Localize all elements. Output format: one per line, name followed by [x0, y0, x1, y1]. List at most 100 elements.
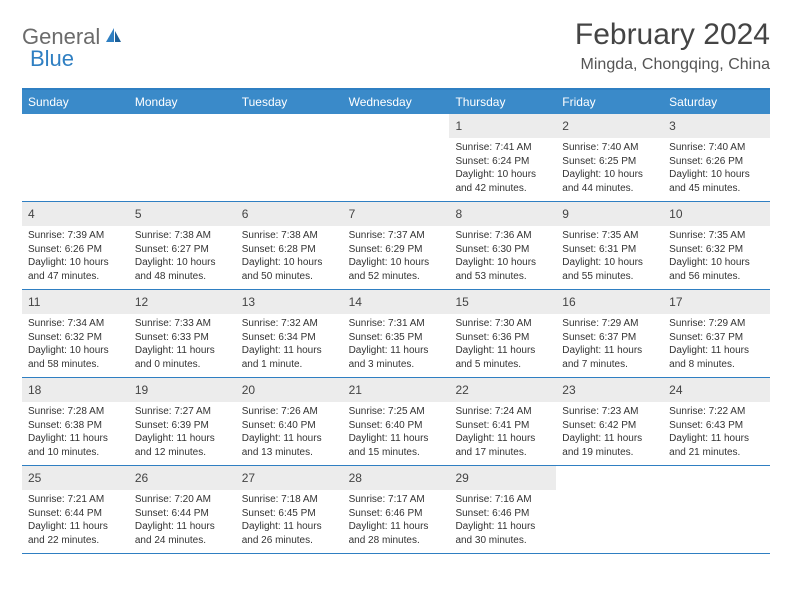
day-details: Sunrise: 7:40 AMSunset: 6:26 PMDaylight:… [663, 138, 770, 201]
day-number: 5 [135, 207, 142, 221]
sunset-text: Sunset: 6:27 PM [135, 243, 230, 257]
logo-text-blue-wrap: Blue [30, 46, 74, 72]
daynum-row: 19 [129, 378, 236, 402]
calendar: SundayMondayTuesdayWednesdayThursdayFrid… [22, 88, 770, 554]
sunset-text: Sunset: 6:36 PM [455, 331, 550, 345]
daynum-row: 11 [22, 290, 129, 314]
empty-cell [236, 114, 343, 201]
sunrise-text: Sunrise: 7:32 AM [242, 317, 337, 331]
empty-cell [129, 114, 236, 201]
day-details: Sunrise: 7:23 AMSunset: 6:42 PMDaylight:… [556, 402, 663, 465]
sunset-text: Sunset: 6:44 PM [28, 507, 123, 521]
day-number: 9 [562, 207, 569, 221]
title-block: February 2024 Mingda, Chongqing, China [575, 18, 770, 74]
daynum-row: 2 [556, 114, 663, 138]
day-details: Sunrise: 7:28 AMSunset: 6:38 PMDaylight:… [22, 402, 129, 465]
day-cell: 29Sunrise: 7:16 AMSunset: 6:46 PMDayligh… [449, 466, 556, 553]
day-cell: 12Sunrise: 7:33 AMSunset: 6:33 PMDayligh… [129, 290, 236, 377]
logo-text-blue: Blue [30, 46, 74, 71]
sunset-text: Sunset: 6:25 PM [562, 155, 657, 169]
daylight-text: Daylight: 11 hours and 7 minutes. [562, 344, 657, 371]
day-details: Sunrise: 7:29 AMSunset: 6:37 PMDaylight:… [556, 314, 663, 377]
day-cell: 27Sunrise: 7:18 AMSunset: 6:45 PMDayligh… [236, 466, 343, 553]
day-details: Sunrise: 7:35 AMSunset: 6:31 PMDaylight:… [556, 226, 663, 289]
daynum-row [22, 114, 129, 120]
day-number: 18 [28, 383, 41, 397]
sunrise-text: Sunrise: 7:30 AM [455, 317, 550, 331]
daynum-row: 15 [449, 290, 556, 314]
day-header-saturday: Saturday [663, 90, 770, 114]
day-details: Sunrise: 7:38 AMSunset: 6:28 PMDaylight:… [236, 226, 343, 289]
day-cell: 5 Sunrise: 7:38 AMSunset: 6:27 PMDaylight… [129, 202, 236, 289]
day-details: Sunrise: 7:37 AMSunset: 6:29 PMDaylight:… [343, 226, 450, 289]
daylight-text: Daylight: 11 hours and 15 minutes. [349, 432, 444, 459]
sunrise-text: Sunrise: 7:23 AM [562, 405, 657, 419]
sunrise-text: Sunrise: 7:35 AM [669, 229, 764, 243]
day-number: 16 [562, 295, 575, 309]
daynum-row: 12 [129, 290, 236, 314]
day-cell: 15 Sunrise: 7:30 AMSunset: 6:36 PMDayligh… [449, 290, 556, 377]
daylight-text: Daylight: 10 hours and 50 minutes. [242, 256, 337, 283]
sunset-text: Sunset: 6:29 PM [349, 243, 444, 257]
sunrise-text: Sunrise: 7:22 AM [669, 405, 764, 419]
day-cell: 25Sunrise: 7:21 AMSunset: 6:44 PMDayligh… [22, 466, 129, 553]
daynum-row: 13 [236, 290, 343, 314]
daynum-row: 20 [236, 378, 343, 402]
daynum-row: 24 [663, 378, 770, 402]
day-details: Sunrise: 7:21 AMSunset: 6:44 PMDaylight:… [22, 490, 129, 553]
month-title: February 2024 [575, 18, 770, 52]
day-number: 26 [135, 471, 148, 485]
day-cell: 23Sunrise: 7:23 AMSunset: 6:42 PMDayligh… [556, 378, 663, 465]
sunrise-text: Sunrise: 7:38 AM [242, 229, 337, 243]
sunrise-text: Sunrise: 7:35 AM [562, 229, 657, 243]
empty-cell [556, 466, 663, 553]
sunset-text: Sunset: 6:28 PM [242, 243, 337, 257]
sunset-text: Sunset: 6:33 PM [135, 331, 230, 345]
day-cell: 24Sunrise: 7:22 AMSunset: 6:43 PMDayligh… [663, 378, 770, 465]
daylight-text: Daylight: 11 hours and 28 minutes. [349, 520, 444, 547]
daynum-row [663, 466, 770, 472]
sunrise-text: Sunrise: 7:31 AM [349, 317, 444, 331]
day-cell: 13Sunrise: 7:32 AMSunset: 6:34 PMDayligh… [236, 290, 343, 377]
daylight-text: Daylight: 10 hours and 58 minutes. [28, 344, 123, 371]
day-cell: 14Sunrise: 7:31 AMSunset: 6:35 PMDayligh… [343, 290, 450, 377]
location: Mingda, Chongqing, China [575, 56, 770, 74]
day-number: 29 [455, 471, 468, 485]
daylight-text: Daylight: 10 hours and 42 minutes. [455, 168, 550, 195]
sunrise-text: Sunrise: 7:39 AM [28, 229, 123, 243]
day-details: Sunrise: 7:39 AMSunset: 6:26 PMDaylight:… [22, 226, 129, 289]
daylight-text: Daylight: 11 hours and 5 minutes. [455, 344, 550, 371]
day-details: Sunrise: 7:33 AMSunset: 6:33 PMDaylight:… [129, 314, 236, 377]
empty-cell [343, 114, 450, 201]
sunrise-text: Sunrise: 7:40 AM [562, 141, 657, 155]
day-details: Sunrise: 7:38 AMSunset: 6:27 PMDaylight:… [129, 226, 236, 289]
daynum-row: 22 [449, 378, 556, 402]
day-cell: 17Sunrise: 7:29 AMSunset: 6:37 PMDayligh… [663, 290, 770, 377]
day-cell: 9 Sunrise: 7:35 AMSunset: 6:31 PMDaylight… [556, 202, 663, 289]
day-details: Sunrise: 7:32 AMSunset: 6:34 PMDaylight:… [236, 314, 343, 377]
sunrise-text: Sunrise: 7:41 AM [455, 141, 550, 155]
daylight-text: Daylight: 11 hours and 3 minutes. [349, 344, 444, 371]
daynum-row: 29 [449, 466, 556, 490]
sunrise-text: Sunrise: 7:34 AM [28, 317, 123, 331]
daynum-row: 16 [556, 290, 663, 314]
day-header-thursday: Thursday [449, 90, 556, 114]
sunset-text: Sunset: 6:45 PM [242, 507, 337, 521]
day-number: 1 [455, 119, 462, 133]
day-cell: 22Sunrise: 7:24 AMSunset: 6:41 PMDayligh… [449, 378, 556, 465]
sunset-text: Sunset: 6:46 PM [455, 507, 550, 521]
day-number: 7 [349, 207, 356, 221]
day-cell: 3Sunrise: 7:40 AMSunset: 6:26 PMDaylight… [663, 114, 770, 201]
day-details: Sunrise: 7:17 AMSunset: 6:46 PMDaylight:… [343, 490, 450, 553]
week-row: 11Sunrise: 7:34 AMSunset: 6:32 PMDayligh… [22, 290, 770, 378]
day-details: Sunrise: 7:22 AMSunset: 6:43 PMDaylight:… [663, 402, 770, 465]
daylight-text: Daylight: 10 hours and 56 minutes. [669, 256, 764, 283]
day-cell: 4Sunrise: 7:39 AMSunset: 6:26 PMDaylight… [22, 202, 129, 289]
daylight-text: Daylight: 11 hours and 30 minutes. [455, 520, 550, 547]
daylight-text: Daylight: 10 hours and 48 minutes. [135, 256, 230, 283]
sunrise-text: Sunrise: 7:29 AM [562, 317, 657, 331]
day-details: Sunrise: 7:27 AMSunset: 6:39 PMDaylight:… [129, 402, 236, 465]
empty-cell [663, 466, 770, 553]
day-details: Sunrise: 7:35 AMSunset: 6:32 PMDaylight:… [663, 226, 770, 289]
day-number: 8 [455, 207, 462, 221]
